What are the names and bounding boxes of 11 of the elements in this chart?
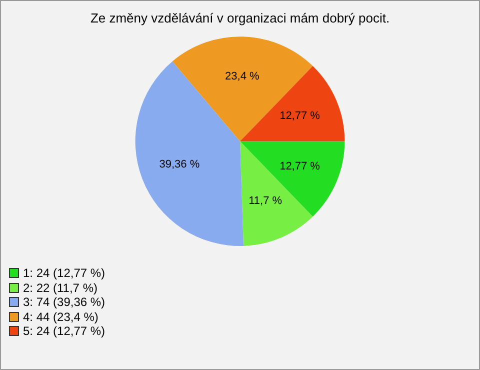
data-label: 39,36 % <box>159 158 200 171</box>
chart-title: Ze změny vzdělávání v organizaci mám dobrý pocit. <box>90 10 390 26</box>
data-label: 12,77 % <box>280 160 320 173</box>
legend-label: 2: 22 (11,7 %) <box>23 280 98 295</box>
legend-label: 5: 24 (12,77 %) <box>23 324 106 338</box>
legend-label: 3: 74 (39,36 %) <box>23 295 106 310</box>
data-label: 11,7 % <box>248 195 282 208</box>
legend-label: 1: 24 (12,77 %) <box>23 266 106 280</box>
data-label: 12,77 % <box>280 110 320 122</box>
data-label: 23,4 % <box>225 70 260 82</box>
legend-label: 4: 44 (23,4 %) <box>23 310 98 324</box>
